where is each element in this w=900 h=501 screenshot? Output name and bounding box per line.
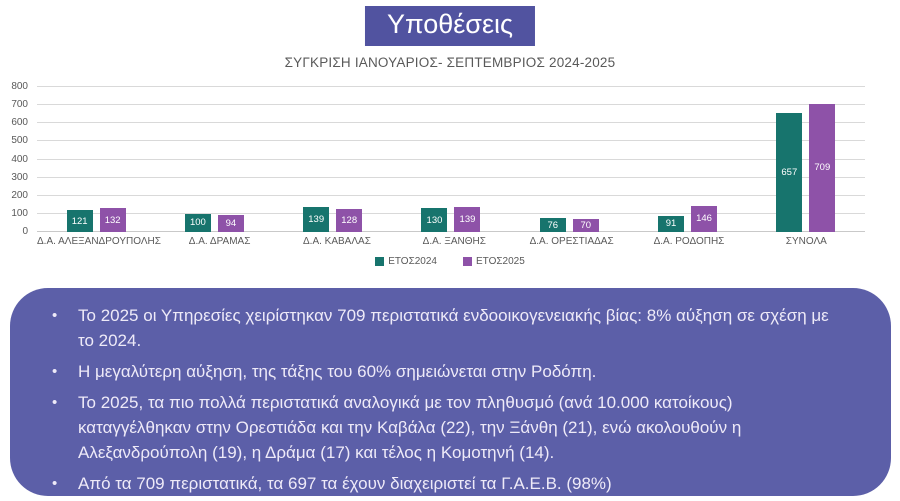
bullet-icon: •: [52, 363, 58, 380]
bar-value-label: 657: [781, 166, 798, 178]
bar-ΕΤΟΣ2025[interactable]: 128: [336, 208, 363, 232]
bar-group: 657 709: [747, 87, 865, 232]
bar-ΕΤΟΣ2024[interactable]: 121: [66, 210, 93, 232]
note-bullet: • Το 2025 οι Υπηρεσίες χειρίστηκαν 709 πε…: [50, 303, 830, 353]
bar-value-label: 139: [308, 213, 325, 225]
note-text: Από τα 709 περιστατικά, τα 697 τα έχουν …: [78, 474, 612, 493]
note-text: Το 2025 οι Υπηρεσίες χειρίστηκαν 709 περ…: [78, 306, 829, 350]
bar-value-label: 146: [696, 213, 712, 225]
bar-group: 130 139: [392, 87, 510, 232]
x-axis-labels: Δ.Α. ΑΛΕΞΑΝΔΡΟΥΠΟΛΗΣ Δ.Α. ΔΡΑΜΑΣ Δ.Α. ΚΑΒΑ…: [37, 236, 865, 247]
x-axis-category-label: Δ.Α. ΑΛΕΞΑΝΔΡΟΥΠΟΛΗΣ: [37, 236, 161, 247]
bar-value-label: 139: [459, 213, 476, 225]
bar-ΕΤΟΣ2025[interactable]: 94: [217, 214, 244, 232]
x-axis-category-label: Δ.Α. ΡΟΔΟΠΗΣ: [653, 236, 725, 247]
bar-group: 100 94: [155, 87, 273, 232]
bar-group: 139 128: [274, 87, 392, 232]
x-axis-category-label: Δ.Α. ΚΑΒΑΛΑΣ: [302, 236, 371, 247]
gridline: [37, 176, 865, 178]
bar-ΕΤΟΣ2025[interactable]: 132: [99, 208, 126, 232]
gridline: [37, 194, 865, 196]
gridline: [37, 231, 865, 232]
y-axis-tick-label: 100: [11, 207, 28, 219]
page-title: Υποθέσεις: [364, 6, 536, 46]
legend-label: ΕΤΟΣ2025: [476, 256, 525, 267]
bar-ΕΤΟΣ2024[interactable]: 100: [184, 213, 211, 232]
bar-ΕΤΟΣ2024[interactable]: 91: [658, 215, 685, 232]
gridline: [37, 158, 865, 160]
bar-ΕΤΟΣ2024[interactable]: 76: [539, 218, 566, 232]
plot-area: 121 132 100 94 139 128 130 139 76 70 91 146 657 709: [37, 86, 865, 232]
bar-ΕΤΟΣ2025[interactable]: 70: [572, 219, 599, 232]
legend-label: ΕΤΟΣ2024: [388, 256, 437, 267]
y-axis-tick-label: 500: [11, 135, 28, 147]
bar-groups: 121 132 100 94 139 128 130 139 76 70 91 146 657 709: [37, 87, 865, 232]
note-text: Το 2025, τα πιο πολλά περιστατικά αναλογ…: [78, 393, 742, 462]
y-axis-tick-label: 0: [22, 226, 28, 237]
bar-ΕΤΟΣ2024[interactable]: 139: [303, 206, 330, 232]
legend-item-ΕΤΟΣ2025[interactable]: ΕΤΟΣ2025: [463, 256, 525, 267]
note-bullet: • Η μεγαλύτερη αύξηση, της τάξης του 60% …: [50, 359, 830, 384]
gridline: [37, 86, 865, 87]
note-text: Η μεγαλύτερη αύξηση, της τάξης του 60% σ…: [78, 362, 597, 381]
bar-value-label: 121: [71, 215, 88, 227]
bar-value-label: 128: [341, 214, 358, 226]
bar-value-label: 70: [580, 220, 592, 232]
page-title-text: Υποθέσεις: [386, 9, 514, 39]
bar-ΕΤΟΣ2024[interactable]: 130: [421, 208, 448, 232]
bar-ΕΤΟΣ2024[interactable]: 657: [776, 112, 803, 232]
y-axis-tick-label: 800: [11, 81, 28, 92]
bar-group: 121 132: [37, 87, 155, 232]
chart-legend: ΕΤΟΣ2024 ΕΤΟΣ2025: [0, 256, 900, 267]
x-axis-category-label: ΣΥΝΟΛΑ: [785, 236, 827, 247]
x-axis-category-label: Δ.Α. ΟΡΕΣΤΙΑΔΑΣ: [529, 236, 614, 247]
gridline: [37, 122, 865, 124]
bar-group: 91 146: [628, 87, 746, 232]
legend-swatch-icon: [463, 257, 472, 266]
bullet-icon: •: [52, 307, 58, 324]
bar-value-label: 132: [104, 214, 121, 226]
y-axis-tick-label: 600: [11, 117, 28, 129]
legend-swatch-icon: [375, 257, 385, 266]
bar-value-label: 76: [547, 219, 559, 231]
x-axis-category-label: Δ.Α. ΔΡΑΜΑΣ: [188, 236, 251, 247]
bullet-icon: •: [52, 475, 58, 492]
gridline: [37, 212, 865, 214]
bar-ΕΤΟΣ2025[interactable]: 139: [454, 206, 481, 232]
notes-panel: • Το 2025 οι Υπηρεσίες χειρίστηκαν 709 πε…: [10, 288, 891, 496]
legend-item-ΕΤΟΣ2024[interactable]: ΕΤΟΣ2024: [375, 256, 437, 267]
y-axis-tick-label: 700: [11, 99, 28, 111]
bullet-icon: •: [52, 394, 58, 411]
x-axis-category-label: Δ.Α. ΞΑΝΘΗΣ: [422, 236, 486, 247]
bar-ΕΤΟΣ2025[interactable]: 709: [809, 103, 836, 232]
y-axis-tick-label: 200: [11, 189, 28, 201]
bar-value-label: 94: [225, 217, 237, 229]
y-axis-tick-label: 300: [11, 171, 28, 183]
bar-value-label: 91: [665, 218, 677, 230]
gridline: [37, 104, 865, 106]
bar-value-label: 130: [426, 214, 443, 226]
bar-chart: 0 100 200 300 400 500 600 700 800 121 132 100 94 139…: [0, 75, 900, 275]
bar-group: 76 70: [510, 87, 628, 232]
bar-ΕΤΟΣ2025[interactable]: 146: [691, 205, 718, 232]
note-bullet: • Από τα 709 περιστατικά, τα 697 τα έχουν…: [50, 471, 830, 496]
y-axis-tick-label: 400: [11, 153, 28, 165]
note-bullet: • Το 2025, τα πιο πολλά περιστατικά αναλο…: [50, 390, 830, 465]
bar-value-label: 100: [189, 217, 206, 229]
chart-subtitle: ΣΥΓΚΡΙΣΗ ΙΑΝΟΥΑΡΙΟΣ- ΣΕΠΤΕΜΒΡΙΟΣ 2024-20…: [284, 55, 616, 70]
gridline: [37, 140, 865, 142]
bar-value-label: 709: [814, 162, 831, 174]
notes-list: • Το 2025 οι Υπηρεσίες χειρίστηκαν 709 πε…: [10, 288, 891, 496]
